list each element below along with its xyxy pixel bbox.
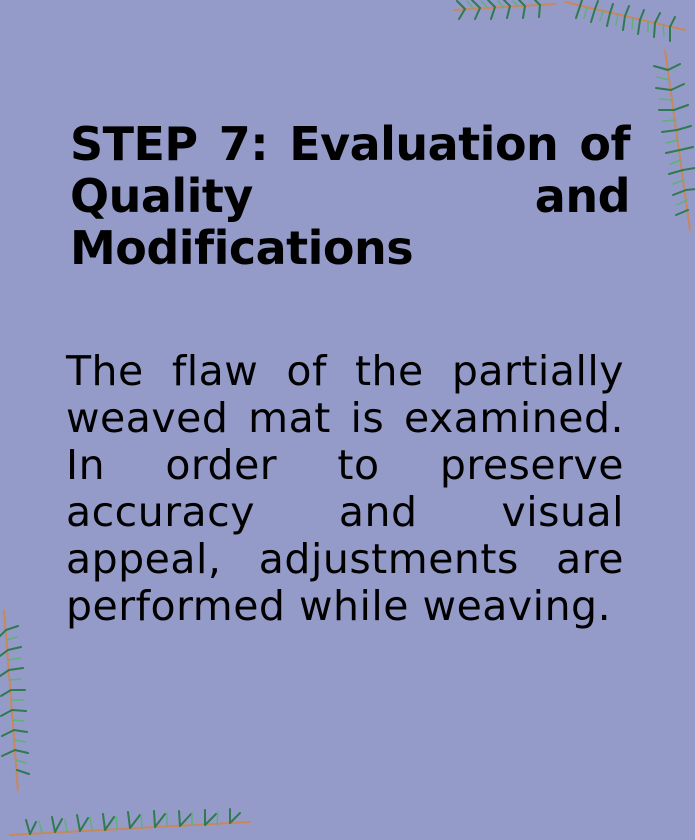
step-title: STEP 7: Evaluation of Quality and Modifi…	[70, 117, 631, 275]
step-description: The flaw of the partially weaved mat is …	[66, 347, 624, 630]
